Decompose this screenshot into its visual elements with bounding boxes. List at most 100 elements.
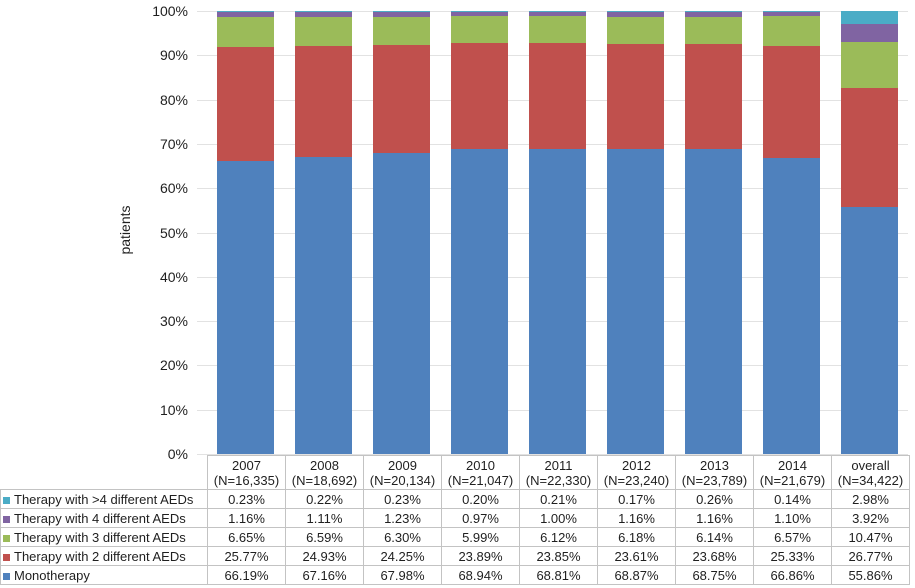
bar-segment	[684, 44, 742, 150]
legend-cell: Therapy with 2 different AEDs	[0, 546, 208, 566]
value-cell: 68.87%	[597, 565, 676, 585]
gridline	[197, 454, 908, 455]
bar-segment	[529, 11, 586, 12]
category-header-2012: 2012 (N=23,240)	[597, 455, 676, 490]
bar-segment	[217, 17, 275, 47]
category-header-overall: overall (N=34,422)	[831, 455, 910, 490]
value-cell: 6.65%	[207, 527, 286, 547]
bar-segment	[451, 16, 509, 43]
bar-2014	[762, 11, 820, 454]
category-n-label: (N=21,047)	[447, 472, 514, 488]
bar-segment	[840, 24, 898, 42]
bar-segment	[840, 11, 898, 25]
bar-segment	[762, 16, 820, 46]
value-cell: 10.47%	[831, 527, 910, 547]
value-cell: 23.89%	[441, 546, 520, 566]
bar-segment	[217, 11, 275, 13]
legend-cell: Therapy with >4 different AEDs	[0, 489, 208, 509]
bar-segment	[373, 11, 431, 13]
category-header-2014: 2014 (N=21,679)	[753, 455, 832, 490]
bar-2007	[217, 11, 275, 454]
category-n-label: (N=22,330)	[525, 472, 592, 488]
bar-2009	[373, 11, 431, 454]
category-year-label: 2009	[388, 457, 417, 473]
bar-segment	[684, 12, 742, 18]
data-table: 2007 (N=16,335) 2008 (N=18,692) 2009 (N=20,13…	[0, 455, 910, 585]
bar-segment	[373, 152, 431, 454]
category-header-2010: 2010 (N=21,047)	[441, 455, 520, 490]
bar-segment	[295, 11, 353, 12]
legend-label: Therapy with 2 different AEDs	[14, 548, 186, 564]
bar-segment	[606, 11, 664, 12]
legend-label: Therapy with 4 different AEDs	[14, 510, 186, 526]
y-tick-label: 0%	[167, 446, 188, 462]
bar-segment	[684, 149, 742, 454]
bar-segment	[606, 44, 664, 149]
category-n-label: (N=21,679)	[759, 472, 826, 488]
category-year-label: 2014	[778, 457, 807, 473]
category-n-label: (N=23,789)	[681, 472, 748, 488]
value-cell: 0.17%	[597, 489, 676, 509]
legend-cell: Therapy with 3 different AEDs	[0, 527, 208, 547]
bar-segment	[373, 12, 431, 18]
table-row: Therapy with >4 different AEDs 0.23% 0.22%…	[0, 489, 910, 509]
value-cell: 0.21%	[519, 489, 598, 509]
category-n-label: (N=16,335)	[213, 472, 280, 488]
value-cell: 1.10%	[753, 508, 832, 528]
value-cell: 66.19%	[207, 565, 286, 585]
table-header-row: 2007 (N=16,335) 2008 (N=18,692) 2009 (N=20,13…	[1, 455, 910, 490]
value-cell: 6.30%	[363, 527, 442, 547]
value-cell: 26.77%	[831, 546, 910, 566]
bar-segment	[529, 43, 586, 150]
category-n-label: (N=18,692)	[291, 472, 358, 488]
value-cell: 1.16%	[207, 508, 286, 528]
table-row: Therapy with 3 different AEDs 6.65% 6.59% 6…	[0, 527, 910, 547]
legend-cell: Therapy with 4 different AEDs	[0, 508, 208, 528]
bar-2011	[529, 11, 586, 454]
value-cell: 6.59%	[285, 527, 364, 547]
bar-segment	[606, 11, 664, 17]
y-tick-label: 80%	[159, 91, 188, 108]
value-cell: 0.20%	[441, 489, 520, 509]
legend-label: Monotherapy	[14, 567, 90, 583]
value-cell: 6.12%	[519, 527, 598, 547]
value-cell: 68.94%	[441, 565, 520, 585]
value-cell: 23.61%	[597, 546, 676, 566]
value-cell: 3.92%	[831, 508, 910, 528]
category-header-2013: 2013 (N=23,789)	[675, 455, 754, 490]
y-tick-label: 30%	[159, 313, 188, 330]
bar-segment	[217, 160, 275, 454]
category-n-label: (N=34,422)	[837, 472, 904, 488]
value-cell: 1.16%	[675, 508, 754, 528]
value-cell: 6.14%	[675, 527, 754, 547]
value-cell: 5.99%	[441, 527, 520, 547]
bar-segment	[295, 11, 353, 17]
category-header-2011: 2011 (N=22,330)	[519, 455, 598, 490]
table-row: Monotherapy 66.19% 67.16% 67.98% 68.94% 68.81…	[0, 565, 910, 585]
bar-segment	[606, 16, 664, 45]
bar-segment	[451, 11, 509, 17]
bar-overall	[840, 11, 898, 454]
value-cell: 1.00%	[519, 508, 598, 528]
legend-swatch	[3, 515, 10, 523]
category-year-label: 2010	[466, 457, 495, 473]
value-cell: 1.11%	[285, 508, 364, 528]
category-header-2007: 2007 (N=16,335)	[207, 455, 286, 490]
bar-2010	[451, 11, 509, 454]
value-cell: 0.23%	[207, 489, 286, 509]
bar-segment	[217, 46, 275, 161]
bar-segment	[762, 45, 820, 158]
bar-segment	[529, 149, 586, 454]
y-tick-label: 50%	[159, 224, 188, 241]
value-cell: 2.98%	[831, 489, 910, 509]
bar-segment	[217, 12, 275, 18]
y-tick-label: 20%	[159, 357, 188, 374]
y-tick-label: 90%	[159, 47, 188, 64]
legend-label: Therapy with >4 different AEDs	[14, 491, 194, 507]
bar-segment	[373, 17, 431, 46]
bar-segment	[451, 148, 509, 454]
legend-swatch	[3, 553, 10, 561]
value-cell: 25.33%	[753, 546, 832, 566]
legend-label: Therapy with 3 different AEDs	[14, 529, 186, 545]
